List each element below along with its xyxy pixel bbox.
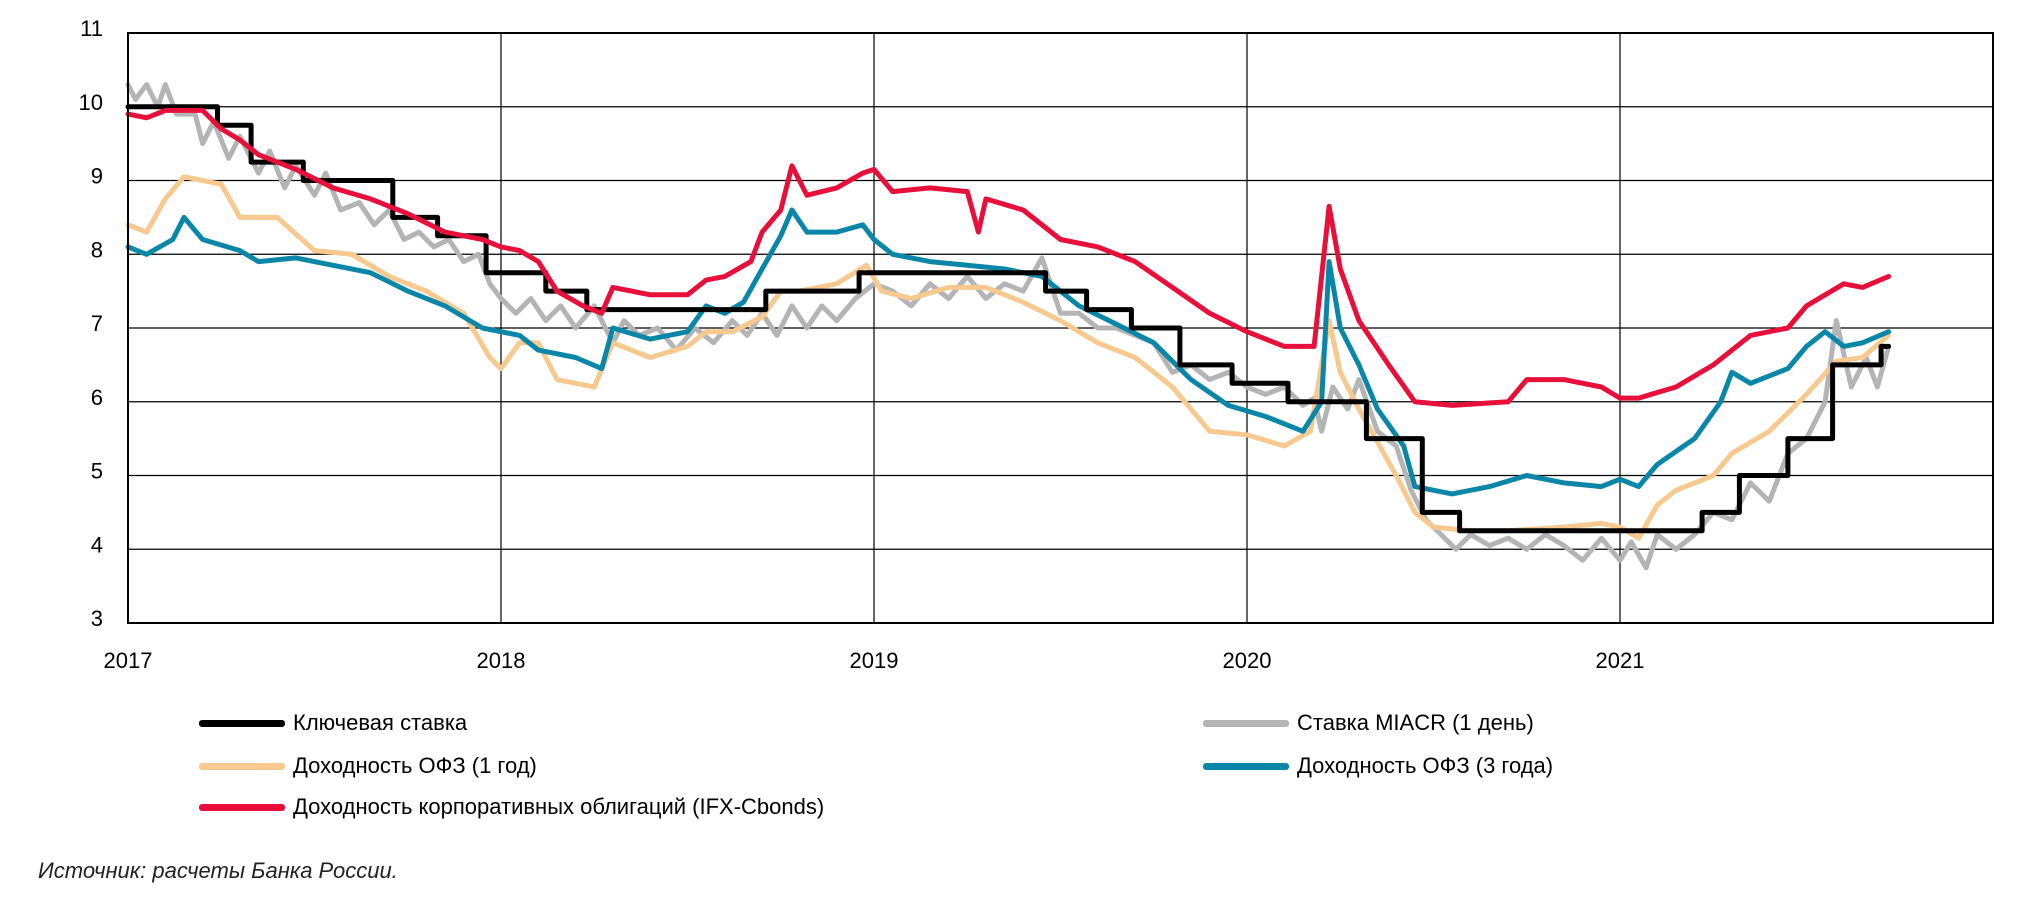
x-tick-label: 2019 (850, 648, 899, 673)
x-axis: 2017 2018 2019 2020 2021 (104, 648, 1645, 673)
legend-item-ofz-3y: Доходность ОФЗ (3 года) (1203, 751, 1553, 781)
y-axis: 3 4 5 6 7 8 9 10 11 (79, 16, 103, 631)
legend-swatch-key-rate (199, 719, 285, 727)
y-tick-label: 8 (91, 237, 103, 262)
y-tick-label: 7 (91, 311, 103, 336)
legend-label-ofz-3y: Доходность ОФЗ (3 года) (1297, 753, 1554, 778)
legend-swatch-corporate-bonds (199, 803, 285, 811)
x-tick-label: 2021 (1596, 648, 1645, 673)
y-tick-label: 6 (91, 385, 103, 410)
y-tick-label: 3 (91, 606, 103, 631)
y-tick-label: 10 (79, 90, 103, 115)
series-miacr (125, 82, 1892, 571)
y-tick-label: 11 (80, 16, 103, 41)
legend-item-miacr: Ставка MIACR (1 день) (1203, 708, 1534, 738)
legend-label-ofz-1y: Доходность ОФЗ (1 год) (293, 753, 537, 778)
legend: Ключевая ставка Ставка MIACR (1 день) До… (0, 690, 2035, 850)
grid (127, 32, 1993, 624)
source-note: Источник: расчеты Банка России. (38, 858, 398, 883)
legend-label-miacr: Ставка MIACR (1 день) (1297, 710, 1534, 735)
series-ofz-1y (125, 174, 1892, 541)
plot-frame (127, 32, 1994, 624)
x-tick-label: 2020 (1223, 648, 1272, 673)
series-corporate-bonds (125, 107, 1892, 408)
legend-item-key-rate: Ключевая ставка (199, 708, 467, 738)
y-tick-label: 4 (91, 532, 103, 557)
x-tick-label: 2017 (104, 648, 153, 673)
series-ofz-3y (125, 207, 1892, 497)
series-key-rate (125, 104, 1892, 534)
series-layer (125, 82, 1892, 571)
y-tick-label: 5 (91, 459, 103, 484)
line-chart: 3 4 5 6 7 8 9 10 11 2017 2018 2019 2020 2021 (79, 16, 1994, 673)
x-tick-label: 2018 (477, 648, 526, 673)
legend-item-corporate-bonds: Доходность корпоративных облигаций (IFX-… (199, 792, 824, 822)
legend-swatch-ofz-3y (1203, 762, 1289, 770)
legend-item-ofz-1y: Доходность ОФЗ (1 год) (199, 751, 537, 781)
legend-label-corporate-bonds: Доходность корпоративных облигаций (IFX-… (293, 794, 825, 819)
legend-swatch-ofz-1y (199, 762, 285, 770)
y-tick-label: 9 (91, 164, 103, 189)
legend-label-key-rate: Ключевая ставка (293, 710, 468, 735)
legend-swatch-miacr (1203, 719, 1289, 727)
